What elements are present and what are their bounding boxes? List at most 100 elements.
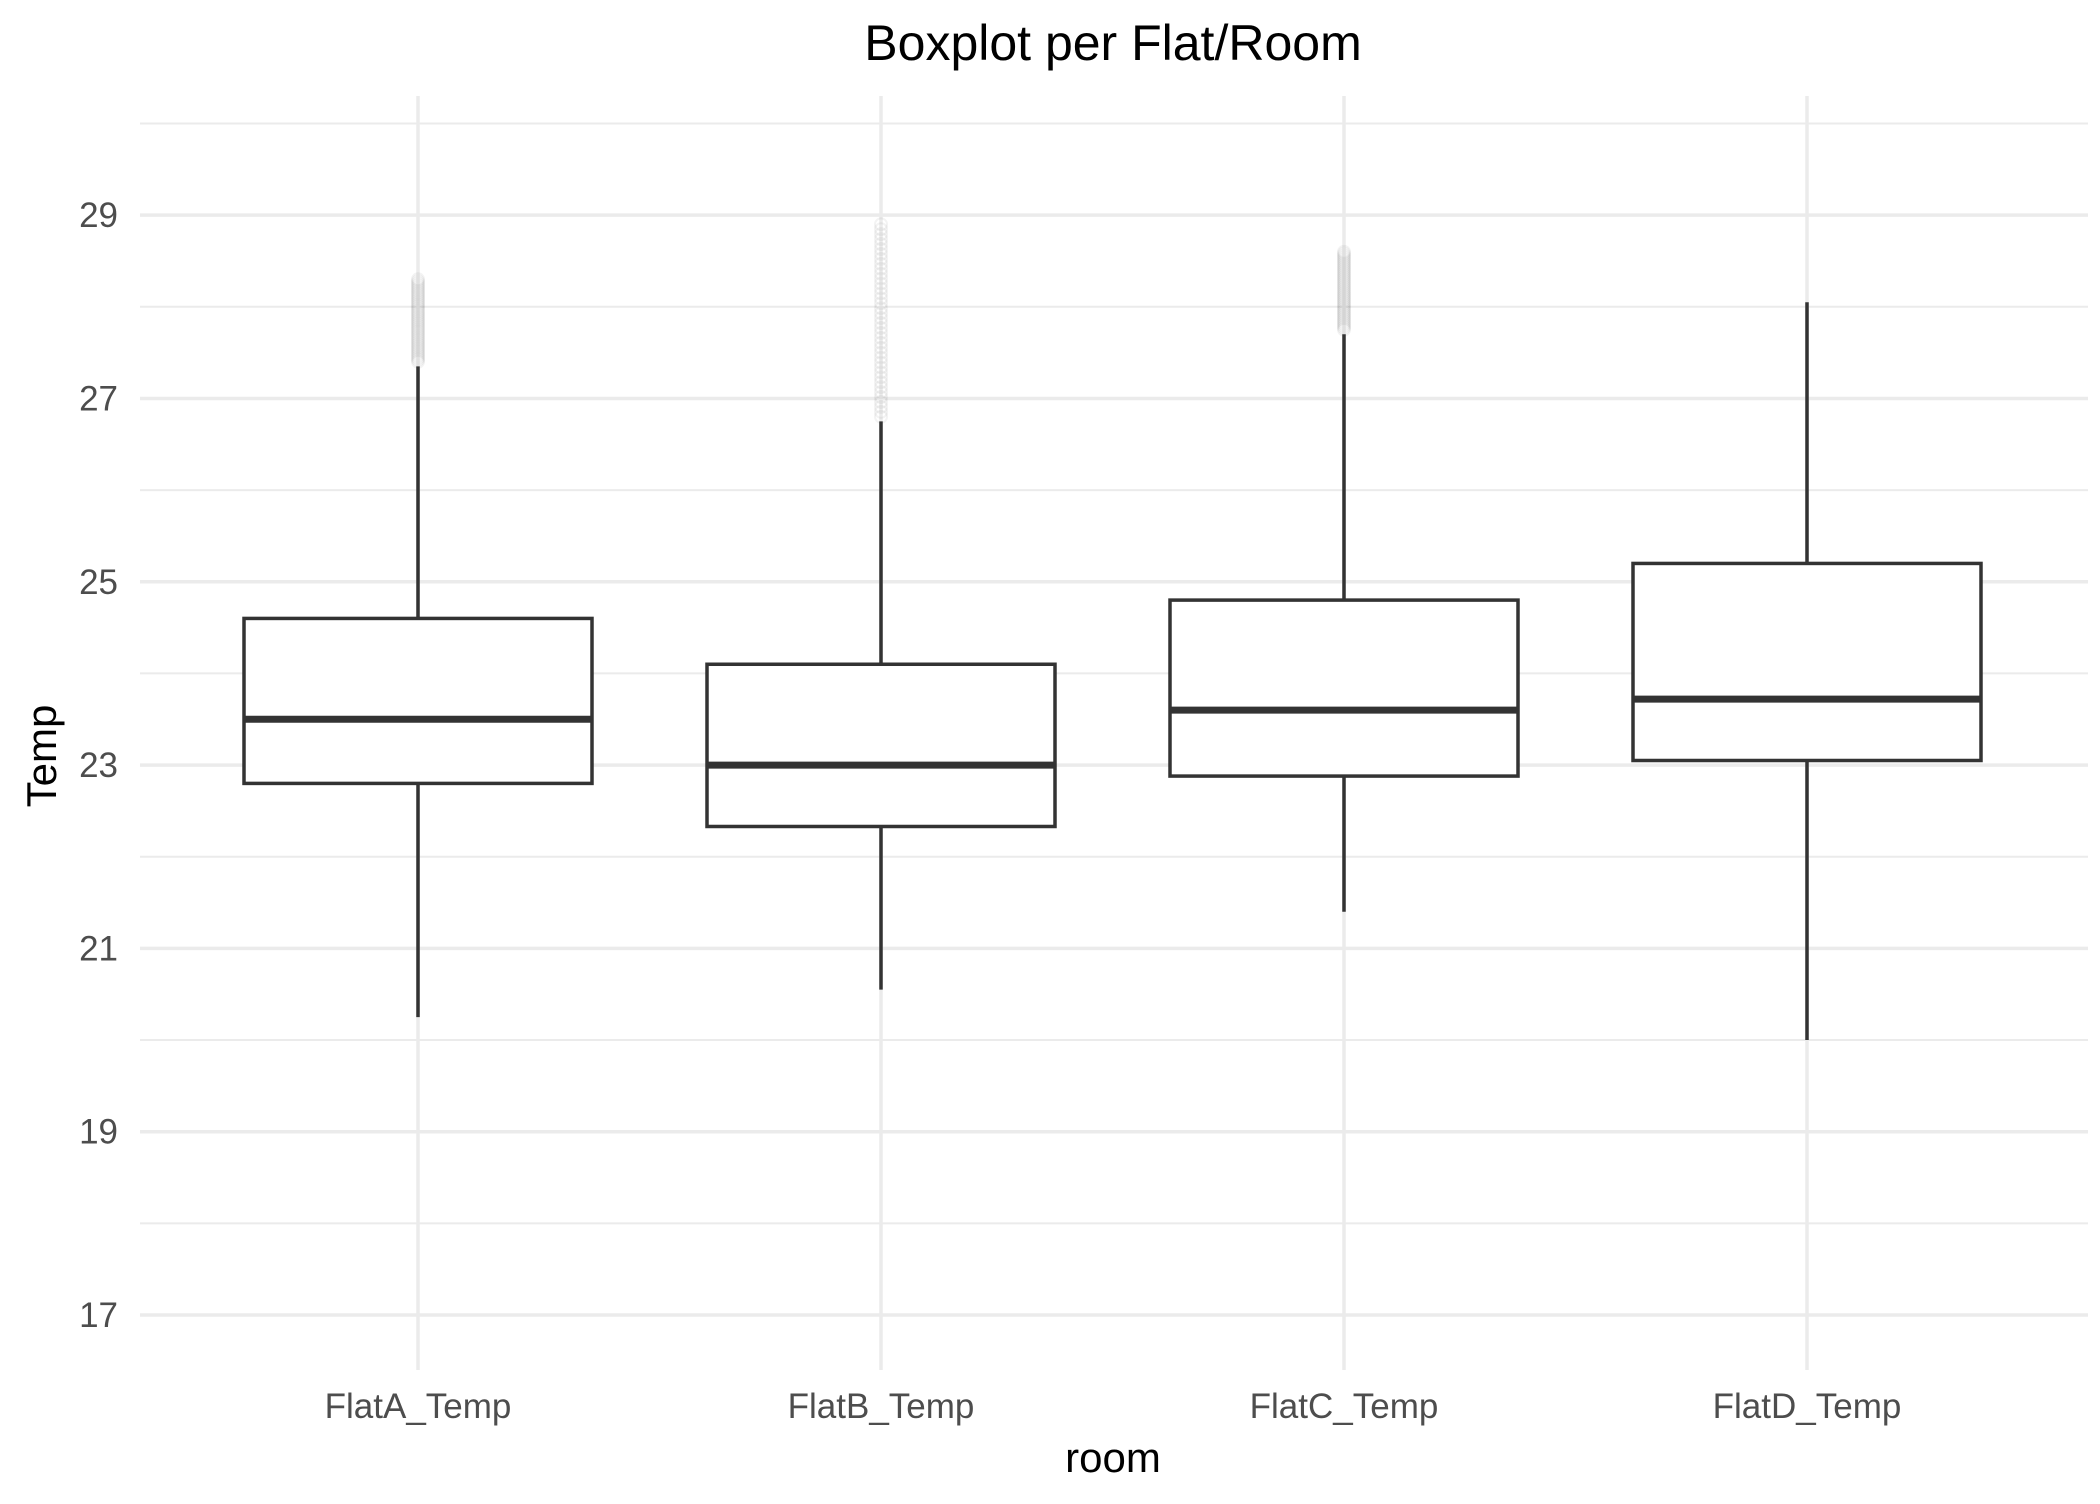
box-iqr <box>705 662 1057 829</box>
outlier-point <box>874 222 888 237</box>
outlier-point <box>1337 246 1351 261</box>
outlier-point <box>411 278 425 293</box>
outlier-point <box>874 390 888 405</box>
x-tick-label: FlatA_Temp <box>325 1387 512 1426</box>
x-tick-label: FlatB_Temp <box>788 1387 975 1426</box>
outlier-point <box>874 286 888 301</box>
box-iqr <box>242 616 594 786</box>
box-layer <box>242 217 1983 1041</box>
outlier-point <box>411 316 425 331</box>
outlier-point <box>874 241 888 256</box>
outlier-point <box>1337 282 1351 297</box>
outlier-point <box>874 232 888 247</box>
outlier-point <box>411 274 425 289</box>
outlier-point <box>874 380 888 395</box>
outlier-point <box>1337 278 1351 293</box>
outlier-point <box>411 329 425 344</box>
outlier-point <box>874 306 888 321</box>
outlier-point <box>874 291 888 306</box>
outlier-point <box>1337 244 1351 259</box>
outlier-point <box>411 335 425 350</box>
outlier-point <box>874 394 888 409</box>
y-tick-labels: 17 19 21 23 25 27 29 <box>79 196 118 1335</box>
outlier-point <box>874 261 888 276</box>
box-iqr <box>1631 561 1983 763</box>
outlier-point <box>411 325 425 340</box>
outlier-point <box>874 345 888 360</box>
outlier-point <box>1337 296 1351 311</box>
chart-title: Boxplot per Flat/Room <box>864 15 1361 71</box>
box-iqr <box>1168 598 1520 778</box>
outlier-point <box>1337 306 1351 321</box>
outlier-point <box>1337 270 1351 285</box>
outlier-point <box>1337 320 1351 335</box>
boxplot-group <box>1631 302 1983 1041</box>
outlier-point <box>874 316 888 331</box>
outlier-point <box>874 266 888 281</box>
outlier-point <box>411 342 425 357</box>
outlier-point <box>874 340 888 355</box>
outlier-point <box>411 282 425 297</box>
outlier-point <box>1337 262 1351 277</box>
outlier-point <box>874 256 888 271</box>
y-tick-label: 27 <box>79 379 118 418</box>
outlier-point <box>411 344 425 359</box>
y-tick-label: 25 <box>79 563 118 602</box>
outlier-point <box>411 320 425 335</box>
y-tick-label: 17 <box>79 1296 118 1335</box>
outlier-point <box>1337 284 1351 299</box>
outlier-point <box>874 375 888 390</box>
outlier-point <box>1337 314 1351 329</box>
outlier-point <box>874 335 888 350</box>
outlier-point <box>411 346 425 361</box>
outlier-point <box>874 227 888 242</box>
outlier-point <box>1337 286 1351 301</box>
y-tick-label: 29 <box>79 196 118 235</box>
outlier-point <box>411 299 425 314</box>
outlier-point <box>1337 276 1351 291</box>
outlier-point <box>1337 258 1351 273</box>
outlier-point <box>1337 312 1351 327</box>
outlier-point <box>1337 290 1351 305</box>
outlier-point <box>411 318 425 333</box>
y-tick-label: 23 <box>79 746 118 785</box>
outlier-point <box>1337 294 1351 309</box>
outlier-point <box>874 311 888 326</box>
outlier-point <box>1337 318 1351 333</box>
outlier-point <box>874 404 888 419</box>
outlier-point <box>1337 268 1351 283</box>
outlier-point <box>1337 256 1351 271</box>
outlier-point <box>411 304 425 319</box>
outlier-point <box>1337 304 1351 319</box>
outlier-point <box>411 352 425 367</box>
x-axis-title: room <box>1065 1434 1161 1481</box>
outlier-point <box>411 272 425 287</box>
y-axis-title: Temp <box>18 705 65 808</box>
outlier-point <box>874 360 888 375</box>
outlier-point <box>411 295 425 310</box>
boxplot-group <box>242 272 594 1018</box>
outlier-point <box>1337 260 1351 275</box>
x-tick-labels: FlatA_Temp FlatB_Temp FlatC_Temp FlatD_Temp <box>325 1387 1902 1426</box>
outlier-point <box>411 276 425 291</box>
y-tick-label: 19 <box>79 1113 118 1152</box>
outlier-point <box>874 385 888 400</box>
outlier-point <box>1337 250 1351 265</box>
outlier-point <box>411 293 425 308</box>
outlier-point <box>874 281 888 296</box>
outlier-point <box>1337 248 1351 263</box>
outlier-point <box>874 320 888 335</box>
outlier-point <box>874 399 888 414</box>
outlier-point <box>411 280 425 295</box>
outlier-point <box>1337 308 1351 323</box>
outlier-point <box>1337 288 1351 303</box>
outlier-point <box>874 370 888 385</box>
outlier-point <box>411 339 425 354</box>
outlier-point <box>874 301 888 316</box>
y-tick-label: 21 <box>79 929 118 968</box>
outlier-point <box>411 323 425 338</box>
outlier-point <box>411 291 425 306</box>
outlier-point <box>411 301 425 316</box>
outlier-point <box>411 287 425 302</box>
